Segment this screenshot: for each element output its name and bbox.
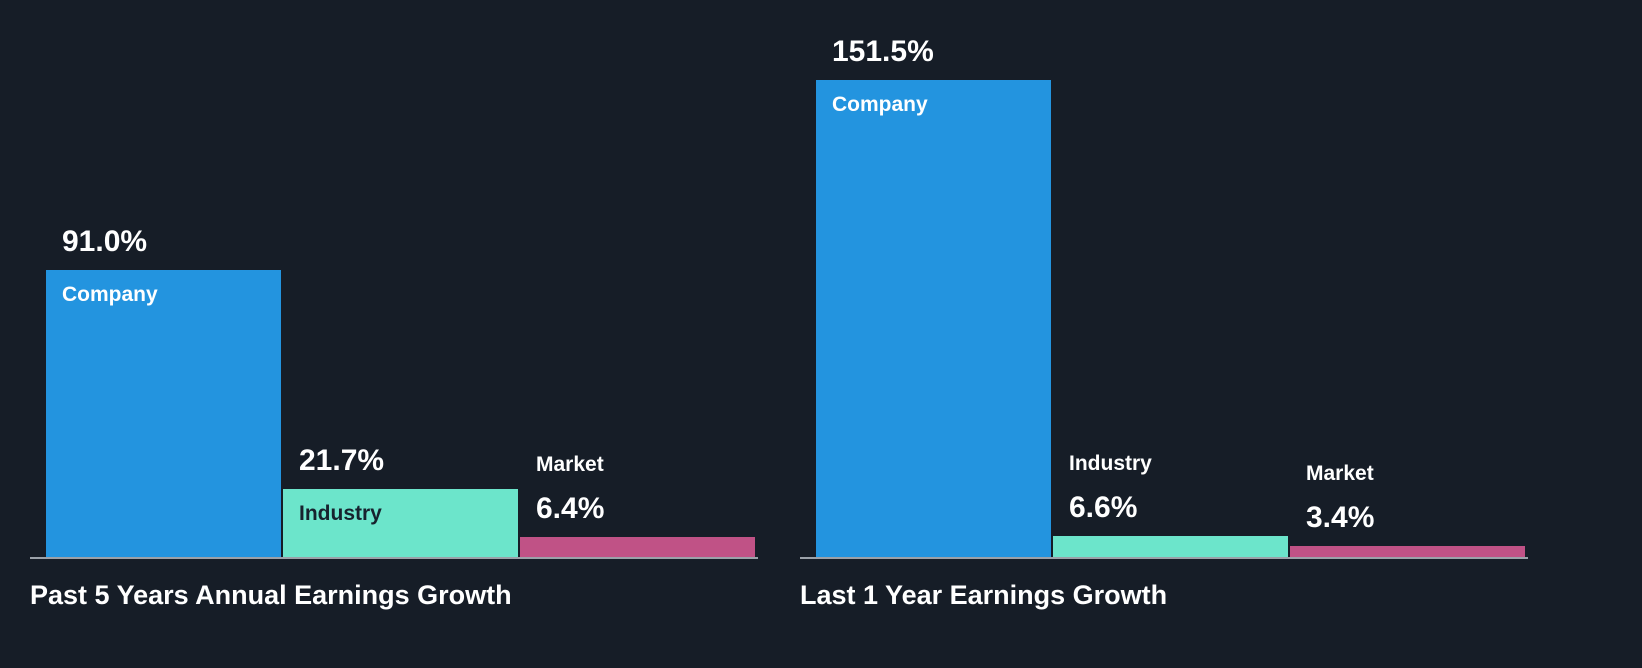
charts-page: 91.0% Company 21.7% Industry Market 6.4% xyxy=(30,0,1528,611)
category-label-market: Market xyxy=(536,452,604,476)
chart-title-last-1-year: Last 1 Year Earnings Growth xyxy=(800,580,1168,610)
bar-industry xyxy=(1053,536,1288,557)
category-label-market: Market xyxy=(1306,461,1374,485)
value-label-market: 6.4% xyxy=(536,492,605,525)
chart-title-past-5-years: Past 5 Years Annual Earnings Growth xyxy=(30,580,512,610)
category-label-industry: Industry xyxy=(1069,451,1152,475)
value-label-market: 3.4% xyxy=(1306,501,1375,534)
chart-last-1-year-earnings-growth: 151.5% Company Industry 6.6% Market 3.4% xyxy=(800,0,1528,611)
bar-col-company: 151.5% Company xyxy=(816,35,1051,557)
bar-industry: Industry xyxy=(283,489,518,557)
bar-company: Company xyxy=(46,270,281,557)
value-label-industry: 6.6% xyxy=(1069,491,1138,524)
bar-market xyxy=(520,537,755,557)
plot-area: 91.0% Company 21.7% Industry Market 6.4% xyxy=(30,0,758,559)
category-label-industry: Industry xyxy=(299,502,382,525)
bar-company: Company xyxy=(816,80,1051,557)
bar-group: 151.5% Company Industry 6.6% Market 3.4% xyxy=(816,35,1525,557)
x-axis-baseline xyxy=(800,557,1528,559)
value-label-company: 91.0% xyxy=(62,225,148,258)
bar-col-market: Market 6.4% xyxy=(520,453,755,557)
value-label-industry: 21.7% xyxy=(299,444,385,477)
chart-past-5-years-earnings-growth: 91.0% Company 21.7% Industry Market 6.4% xyxy=(30,0,758,611)
bar-col-company: 91.0% Company xyxy=(46,225,281,557)
bar-group: 91.0% Company 21.7% Industry Market 6.4% xyxy=(46,225,755,557)
plot-area: 151.5% Company Industry 6.6% Market 3.4% xyxy=(800,0,1528,559)
bar-col-industry: 21.7% Industry xyxy=(283,444,518,557)
bar-col-industry: Industry 6.6% xyxy=(1053,452,1288,557)
bar-market xyxy=(1290,546,1525,557)
category-label-company: Company xyxy=(62,283,158,306)
category-label-company: Company xyxy=(832,93,928,116)
bar-col-market: Market 3.4% xyxy=(1290,462,1525,557)
x-axis-baseline xyxy=(30,557,758,559)
value-label-company: 151.5% xyxy=(832,35,934,68)
